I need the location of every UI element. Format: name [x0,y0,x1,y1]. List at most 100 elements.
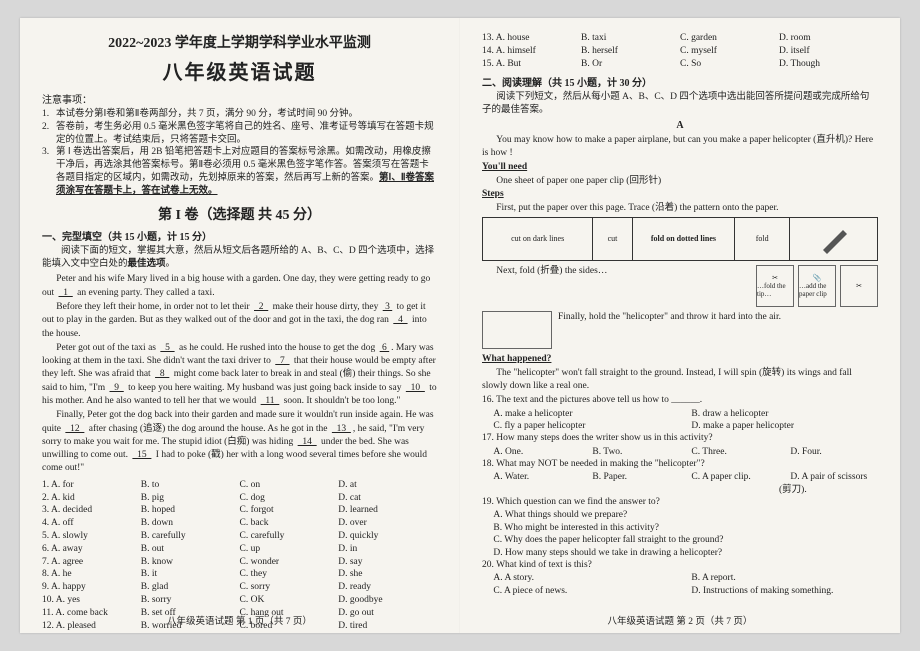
option: B. draw a helicopter [680,408,878,420]
cloze-passage: Peter and his wife Mary lived in a big h… [42,273,437,475]
option: B. A report. [680,572,878,584]
option: C. fly a paper helicopter [482,420,680,432]
option-cell: 14. A. himself [482,45,581,58]
option: A. make a helicopter [482,408,680,420]
fold-row: Next, fold (折叠) the sides… ✂…fold the ti… [482,265,878,307]
notice-heading: 注意事项： [42,91,437,106]
option-cell: C. dog [240,492,339,505]
option-cell: 15. A. But [482,58,581,71]
option-row: 13. A. houseB. taxiC. gardenD. room [482,32,878,45]
option-cell: D. itself [779,45,878,58]
option-cell: C. So [680,58,779,71]
option-cell: D. say [338,556,437,569]
question: 17. How many steps does the writer show … [482,432,878,444]
option-cell: 1. A. for [42,479,141,492]
option-cell: D. ready [338,581,437,594]
option-cell: C. they [240,568,339,581]
option-cell: D. room [779,32,878,45]
exam-sheet: 2022~2023 学年度上学期学科学业水平监测 八年级英语试题 注意事项： 1… [20,18,900,633]
option-row: 14. A. himselfB. herselfC. myselfD. itse… [482,45,878,58]
option: D. How many steps should we take in draw… [482,547,878,559]
option-cell: 5. A. slowly [42,530,141,543]
para1: You may know how to make a paper airplan… [482,134,878,160]
step2: Next, fold (折叠) the sides… [482,265,756,278]
page-2: 13. A. houseB. taxiC. gardenD. room14. A… [460,18,900,633]
fold-icon: ✂…fold the tip… [756,265,794,307]
question-options: A. make a helicopterB. draw a helicopter… [482,408,878,433]
page1-footer: 八年级英语试题 第 1 页（共 7 页） [20,613,459,627]
passage-a-label: A [482,120,878,131]
throw-row: Finally, hold the "helicopter" and throw… [482,311,878,349]
option-cell: 6. A. away [42,543,141,556]
step3: Finally, hold the "helicopter" and throw… [558,311,878,324]
option-cell: D. cat [338,492,437,505]
what-p: The "helicopter" won't fall straight to … [482,367,878,393]
passage-a: You may know how to make a paper airplan… [482,134,878,215]
option: D. make a paper helicopter [680,420,878,432]
option-cell: 4. A. off [42,517,141,530]
option: D. Instructions of making something. [680,585,878,597]
option-row: 10. A. yesB. sorryC. OKD. goodbye [42,594,437,607]
option: B. Who might be interested in this activ… [482,522,878,534]
question-options: A. A story.B. A report.C. A piece of new… [482,572,878,597]
questions: 16. The text and the pictures above tell… [482,394,878,597]
option-cell: 3. A. decided [42,504,141,517]
option: A. A story. [482,572,680,584]
option-cell: B. out [141,543,240,556]
option-cell: 8. A. he [42,568,141,581]
notice-item: 本试卷分第Ⅰ卷和第Ⅱ卷两部分，共 7 页，满分 90 分，考试时间 90 分钟。 [56,108,437,121]
option-cell: B. Or [581,58,680,71]
option-cell: 9. A. happy [42,581,141,594]
option-cell: 13. A. house [482,32,581,45]
option-cell: C. garden [680,32,779,45]
option-row: 9. A. happyB. gladC. sorryD. ready [42,581,437,594]
fig-cell: cut [593,218,632,260]
what-h: What happened? [482,354,551,364]
option-cell: 2. A. kid [42,492,141,505]
page2-footer: 八年级英语试题 第 2 页（共 7 页） [460,613,900,627]
steps-h: Steps [482,189,504,199]
option-cell: C. sorry [240,581,339,594]
option-cell: C. back [240,517,339,530]
clip-icon: 📎…add the paper clip [798,265,836,307]
option-cell: C. wonder [240,556,339,569]
option-cell: B. hoped [141,504,240,517]
question-options: A. Water.B. Paper.C. A paper clip.D. A p… [482,471,878,496]
notice-item: 答卷前，考生务必用 0.5 毫米黑色签字笔将自己的姓名、座号、准考证号等填写在答… [56,121,437,147]
pencil-icon [790,218,877,260]
option: A. What things should we prepare? [482,509,878,521]
option-cell: D. goodbye [338,594,437,607]
option-row: 8. A. heB. itC. theyD. she [42,568,437,581]
option-cell: C. myself [680,45,779,58]
option-cell: B. know [141,556,240,569]
fig-cell: fold on dotted lines [633,218,735,260]
option-cell: D. Though [779,58,878,71]
top-options: 13. A. houseB. taxiC. gardenD. room14. A… [482,32,878,70]
option-row: 1. A. forB. toC. onD. at [42,479,437,492]
need-line: One sheet of paper one paper clip (回形针) [482,175,878,188]
question: 20. What kind of text is this? [482,559,878,571]
option-row: 4. A. offB. downC. backD. over [42,517,437,530]
trace-figure: cut on dark lines cut fold on dotted lin… [482,217,878,261]
cloze-intro: 阅读下面的短文，掌握其大意，然后从短文后各题所给的 A、B、C、D 四个选项中，… [42,245,437,271]
option-cell: D. over [338,517,437,530]
option-cell: 10. A. yes [42,594,141,607]
question-options: A. One.B. Two.C. Three.D. Four. [482,446,878,458]
option-cell: C. up [240,543,339,556]
part1-heading: 第 I 卷（选择题 共 45 分） [42,204,437,224]
option: C. A paper clip. [680,471,779,496]
fold-icon: ✂ [840,265,878,307]
step1: First, put the paper over this page. Tra… [482,202,878,215]
option-cell: C. OK [240,594,339,607]
option: D. Four. [779,446,878,458]
notice-list: 1.本试卷分第Ⅰ卷和第Ⅱ卷两部分，共 7 页，满分 90 分，考试时间 90 分… [42,108,437,198]
option-cell: C. forgot [240,504,339,517]
option-cell: B. carefully [141,530,240,543]
option-cell: D. at [338,479,437,492]
option-cell: B. herself [581,45,680,58]
question: 19. Which question can we find the answe… [482,496,878,508]
option-cell: D. learned [338,504,437,517]
option: C. A piece of news. [482,585,680,597]
year-line: 2022~2023 学年度上学期学科学业水平监测 [42,32,437,52]
option-row: 15. A. ButB. OrC. SoD. Though [482,58,878,71]
